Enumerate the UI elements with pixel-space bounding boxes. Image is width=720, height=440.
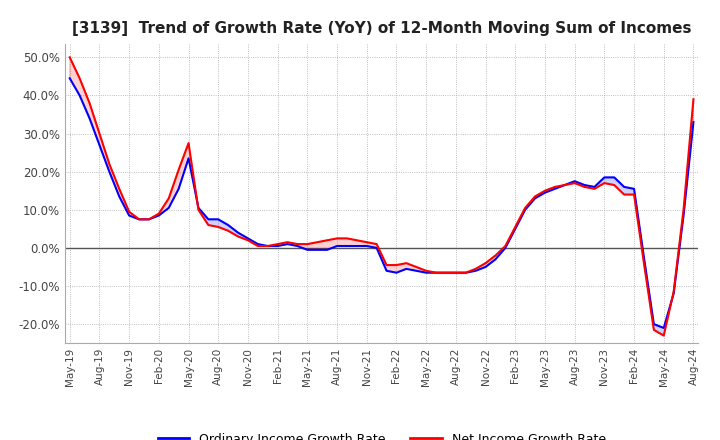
Ordinary Income Growth Rate (66, 76, 74, 81)
Ordinary Income Growth Rate (412, 268, 420, 273)
Net Income Growth Rate (689, 97, 698, 102)
Ordinary Income Growth Rate (689, 120, 698, 125)
Legend: Ordinary Income Growth Rate, Net Income Growth Rate: Ordinary Income Growth Rate, Net Income … (153, 428, 611, 440)
Title: [3139]  Trend of Growth Rate (YoY) of 12-Month Moving Sum of Incomes: [3139] Trend of Growth Rate (YoY) of 12-… (72, 21, 691, 36)
Net Income Growth Rate (323, 238, 331, 243)
Ordinary Income Growth Rate (472, 268, 480, 273)
Line: Ordinary Income Growth Rate: Ordinary Income Growth Rate (70, 78, 693, 328)
Net Income Growth Rate (472, 266, 480, 271)
Net Income Growth Rate (145, 216, 153, 222)
Net Income Growth Rate (412, 264, 420, 270)
Net Income Growth Rate (462, 270, 470, 275)
Net Income Growth Rate (372, 242, 381, 247)
Ordinary Income Growth Rate (145, 216, 153, 222)
Line: Net Income Growth Rate: Net Income Growth Rate (70, 57, 693, 336)
Ordinary Income Growth Rate (462, 270, 470, 275)
Ordinary Income Growth Rate (323, 247, 331, 253)
Net Income Growth Rate (660, 333, 668, 338)
Net Income Growth Rate (66, 55, 74, 60)
Ordinary Income Growth Rate (372, 245, 381, 250)
Ordinary Income Growth Rate (660, 325, 668, 330)
